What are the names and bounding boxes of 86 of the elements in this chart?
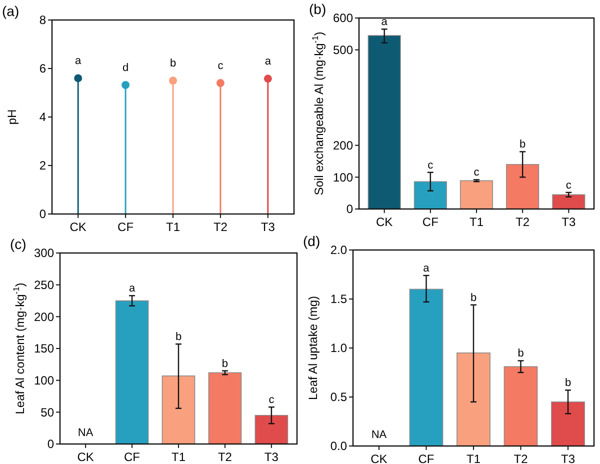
annotation: b <box>222 358 228 370</box>
annotation: c <box>566 179 572 192</box>
bar <box>414 181 447 210</box>
x-tick-label: T1 <box>166 220 180 234</box>
bar <box>460 180 494 210</box>
y-axis-title: pH <box>5 109 19 125</box>
chart-title: (a) <box>2 3 20 19</box>
x-tick-label: CF <box>422 215 438 229</box>
y-tick-label: 100 <box>332 170 354 184</box>
x-tick-label: T2 <box>218 450 232 464</box>
bar <box>368 35 401 210</box>
y-tick-label: 300 <box>34 246 54 260</box>
chart-title: (d) <box>303 233 320 249</box>
y-tick-label: 1.5 <box>330 292 348 306</box>
x-tick-label: T2 <box>514 452 528 464</box>
bar <box>456 352 490 446</box>
annotation: NA <box>371 429 388 441</box>
annotation: d <box>122 62 129 74</box>
y-tick-label: 4 <box>39 110 46 124</box>
y-tick-label: 200 <box>332 138 354 153</box>
annotation: c <box>428 159 434 172</box>
x-tick-label: CK <box>370 452 388 464</box>
annotation: c <box>268 394 275 406</box>
x-tick-label: T1 <box>469 215 484 229</box>
y-tick-label: 0 <box>47 437 54 452</box>
x-tick-label: CF <box>124 450 140 464</box>
y-tick-label: 600 <box>332 11 354 26</box>
point <box>74 74 82 82</box>
y-tick-label: 500 <box>332 43 354 58</box>
y-tick-label: 8 <box>39 13 46 28</box>
bar <box>409 288 444 446</box>
y-tick-label: 50 <box>40 405 54 420</box>
annotation: c <box>218 60 224 72</box>
y-tick-label: 6 <box>39 62 46 76</box>
annotation: b <box>175 331 182 344</box>
x-tick-label: CF <box>418 452 434 464</box>
annotation: a <box>75 55 82 68</box>
annotation: b <box>170 58 176 70</box>
bar <box>115 300 149 444</box>
annotation: a <box>381 16 388 28</box>
x-tick-label: CK <box>376 215 393 229</box>
bar <box>504 366 538 446</box>
bar <box>162 375 196 444</box>
y-axis-title: Leaf Al uptake (mg) <box>306 296 320 400</box>
x-tick-label: CF <box>118 220 134 234</box>
chart-title: (b) <box>309 1 326 17</box>
annotation: NA <box>78 427 94 439</box>
annotation: b <box>518 348 524 360</box>
annotation: b <box>564 377 572 390</box>
y-tick-label: 2.0 <box>330 243 348 258</box>
bar <box>506 164 540 210</box>
x-tick-label: CK <box>70 220 86 234</box>
point <box>264 74 272 83</box>
y-tick-label: 1.0 <box>330 341 348 356</box>
bar <box>254 414 288 444</box>
y-tick-label: 250 <box>34 278 54 292</box>
y-tick-label: 150 <box>34 342 54 356</box>
y-tick-label: 0 <box>39 207 46 222</box>
x-tick-label: T3 <box>260 220 276 234</box>
annotation: b <box>520 138 526 151</box>
y-tick-label: 0 <box>346 202 354 216</box>
y-tick-label: 200 <box>34 310 54 324</box>
y-tick-label: 100 <box>34 374 54 388</box>
y-tick-label: 2 <box>39 158 46 173</box>
x-tick-label: T3 <box>562 215 576 229</box>
point <box>216 79 224 88</box>
x-tick-label: T1 <box>171 450 186 464</box>
annotation: a <box>128 282 136 295</box>
x-tick-label: CK <box>77 450 94 464</box>
annotation: c <box>474 166 480 179</box>
bar <box>551 402 585 446</box>
annotation: b <box>470 292 477 304</box>
y-tick-label: 0.0 <box>330 439 348 454</box>
x-tick-label: T2 <box>213 220 228 234</box>
bar <box>208 372 242 444</box>
x-tick-label: T3 <box>264 450 279 464</box>
point <box>122 80 130 89</box>
x-tick-label: T1 <box>466 452 481 464</box>
bar <box>552 194 586 210</box>
annotation: a <box>264 56 272 68</box>
y-tick-label: 0.5 <box>330 390 348 404</box>
point <box>169 76 177 85</box>
annotation: a <box>423 262 430 274</box>
x-tick-label: T3 <box>561 452 576 464</box>
chart-title: (c) <box>10 236 26 252</box>
x-tick-label: T2 <box>516 215 530 229</box>
